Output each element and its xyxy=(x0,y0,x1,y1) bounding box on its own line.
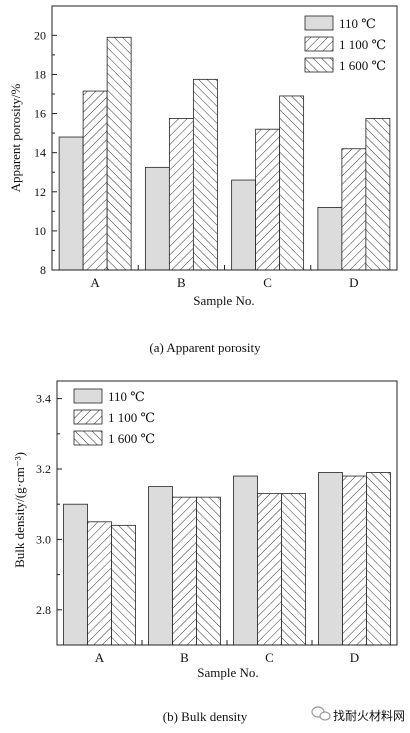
y-axis-label: Apparent porosity/% xyxy=(8,83,23,192)
bar-D-3 xyxy=(366,472,391,646)
bar-C-2 xyxy=(257,493,282,646)
bar-C-2 xyxy=(255,128,281,271)
x-tick-label: C xyxy=(263,275,272,290)
legend: 110 ℃ 1 100 ℃ 1 600 ℃ xyxy=(304,15,386,73)
legend-swatch xyxy=(73,409,103,425)
x-tick-label: D xyxy=(350,650,359,665)
legend-label: 110 ℃ xyxy=(339,16,376,31)
y-tick-label: 18 xyxy=(34,67,46,81)
bar-C-1 xyxy=(233,475,258,646)
bar-B-1 xyxy=(144,166,170,271)
y-axis-label: Bulk density/(g·cm⁻³) xyxy=(12,452,27,568)
x-tick-label: A xyxy=(95,650,105,665)
plot-frame xyxy=(56,380,398,646)
x-axis-label: Sample No. xyxy=(193,293,254,308)
y-tick-label: 3.2 xyxy=(36,462,51,476)
bar-A-1 xyxy=(63,503,88,646)
legend: 110 ℃ 1 100 ℃ 1 600 ℃ xyxy=(73,388,155,446)
bar-A-2 xyxy=(82,90,108,271)
caption: (a) Apparent porosity xyxy=(149,340,261,355)
legend-label: 1 600 ℃ xyxy=(108,431,155,446)
legend-label: 1 100 ℃ xyxy=(108,410,155,425)
bar-B-1 xyxy=(148,486,173,646)
bar-A-3 xyxy=(111,524,136,646)
plot-frame xyxy=(51,5,398,271)
x-tick-label: C xyxy=(265,650,274,665)
bar-B-3 xyxy=(192,78,218,271)
bar-D-3 xyxy=(365,118,391,271)
legend-label: 1 600 ℃ xyxy=(339,58,386,73)
bar-C-3 xyxy=(281,493,306,646)
y-tick-label: 10 xyxy=(34,224,46,238)
y-tick-label: 12 xyxy=(34,185,46,199)
legend-swatch xyxy=(73,388,103,404)
y-tick-label: 3.0 xyxy=(36,532,51,546)
y-tick-label: 8 xyxy=(40,263,46,277)
bar-D-2 xyxy=(342,475,367,646)
bar-B-2 xyxy=(172,496,197,646)
bar-D-1 xyxy=(317,207,343,271)
bar-B-2 xyxy=(168,118,194,271)
bar-C-3 xyxy=(279,95,305,271)
watermark-text: 找耐火材料网 xyxy=(333,709,405,723)
bar-D-1 xyxy=(318,472,343,646)
bar-C-1 xyxy=(231,179,257,271)
x-tick-label: B xyxy=(180,650,189,665)
x-axis-label: Sample No. xyxy=(197,665,258,680)
legend-swatch xyxy=(304,57,334,73)
legend-swatch xyxy=(304,36,334,52)
bar-A-3 xyxy=(106,36,132,271)
chart-bulk-density: 2.8 3.0 3.2 3.4 A B C D 110 ℃ 1 100 ℃ 1 600 ℃ Sa… xyxy=(12,380,398,724)
watermark: 找耐火材料网 xyxy=(311,706,405,723)
legend-swatch xyxy=(304,15,334,31)
chart-apparent-porosity: 8 10 12 14 16 18 20 A B C D 110 ℃ 1 100 ℃ 1 600 ℃ S… xyxy=(8,5,398,355)
bar-A-1 xyxy=(58,136,84,271)
x-tick-label: B xyxy=(177,275,186,290)
legend-label: 1 100 ℃ xyxy=(339,37,386,52)
x-tick-label: D xyxy=(349,275,358,290)
bar-D-2 xyxy=(341,148,367,271)
legend-label: 110 ℃ xyxy=(108,389,145,404)
x-tick-label: A xyxy=(90,275,100,290)
y-tick-label: 2.8 xyxy=(36,603,51,617)
bar-A-2 xyxy=(87,521,112,646)
y-tick-label: 14 xyxy=(34,146,46,160)
legend-swatch xyxy=(73,430,103,446)
y-tick-label: 3.4 xyxy=(36,392,51,406)
y-tick-label: 20 xyxy=(34,28,46,42)
wechat-icon xyxy=(311,706,331,721)
caption: (b) Bulk density xyxy=(163,709,248,724)
y-tick-label: 16 xyxy=(34,107,46,121)
bar-B-3 xyxy=(196,496,221,646)
